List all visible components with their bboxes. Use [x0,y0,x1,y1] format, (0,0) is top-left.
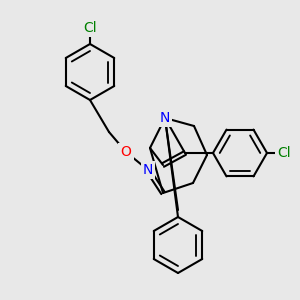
Text: N: N [143,163,153,177]
Text: Cl: Cl [277,146,291,160]
Text: N: N [160,111,170,125]
Text: O: O [121,145,131,159]
Text: Cl: Cl [83,21,97,35]
